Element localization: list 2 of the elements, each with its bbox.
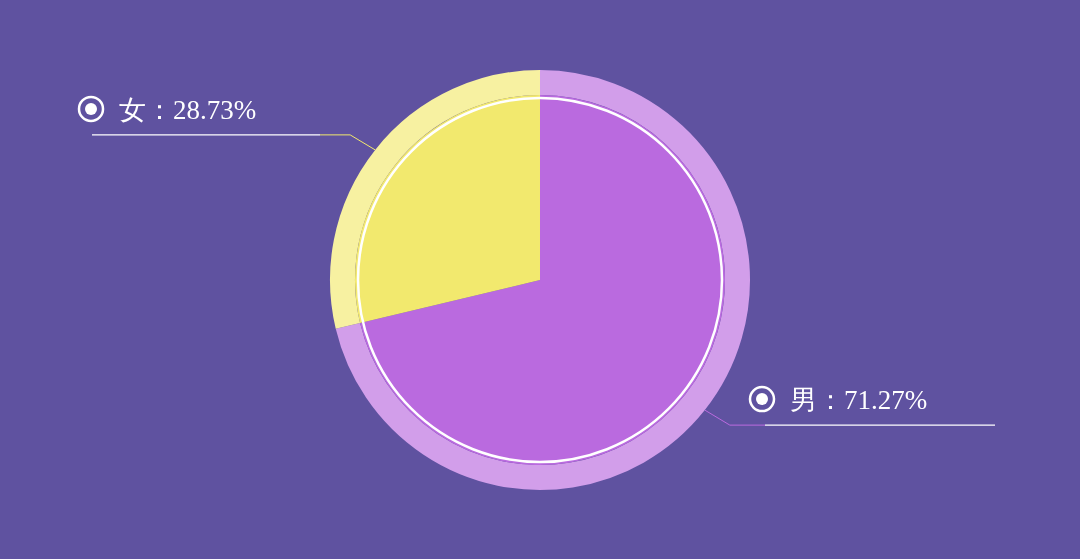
slice-label: 男：71.27% — [790, 385, 928, 416]
slice-label: 女：28.73% — [119, 94, 257, 125]
